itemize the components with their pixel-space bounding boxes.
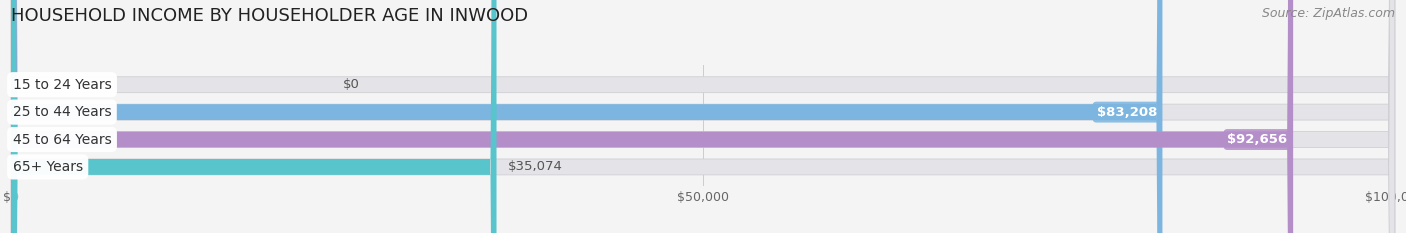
FancyBboxPatch shape (11, 0, 1395, 233)
Text: 45 to 64 Years: 45 to 64 Years (13, 133, 111, 147)
Text: $0: $0 (343, 78, 360, 91)
FancyBboxPatch shape (11, 0, 496, 233)
Text: $92,656: $92,656 (1227, 133, 1288, 146)
Text: 25 to 44 Years: 25 to 44 Years (13, 105, 111, 119)
FancyBboxPatch shape (11, 0, 1395, 233)
Text: 15 to 24 Years: 15 to 24 Years (13, 78, 111, 92)
Text: $35,074: $35,074 (508, 161, 562, 173)
FancyBboxPatch shape (11, 0, 1163, 233)
Text: 65+ Years: 65+ Years (13, 160, 83, 174)
Text: $83,208: $83,208 (1097, 106, 1157, 119)
Text: Source: ZipAtlas.com: Source: ZipAtlas.com (1261, 7, 1395, 20)
FancyBboxPatch shape (11, 0, 1395, 233)
FancyBboxPatch shape (11, 0, 1395, 233)
FancyBboxPatch shape (11, 0, 1294, 233)
Text: HOUSEHOLD INCOME BY HOUSEHOLDER AGE IN INWOOD: HOUSEHOLD INCOME BY HOUSEHOLDER AGE IN I… (11, 7, 529, 25)
